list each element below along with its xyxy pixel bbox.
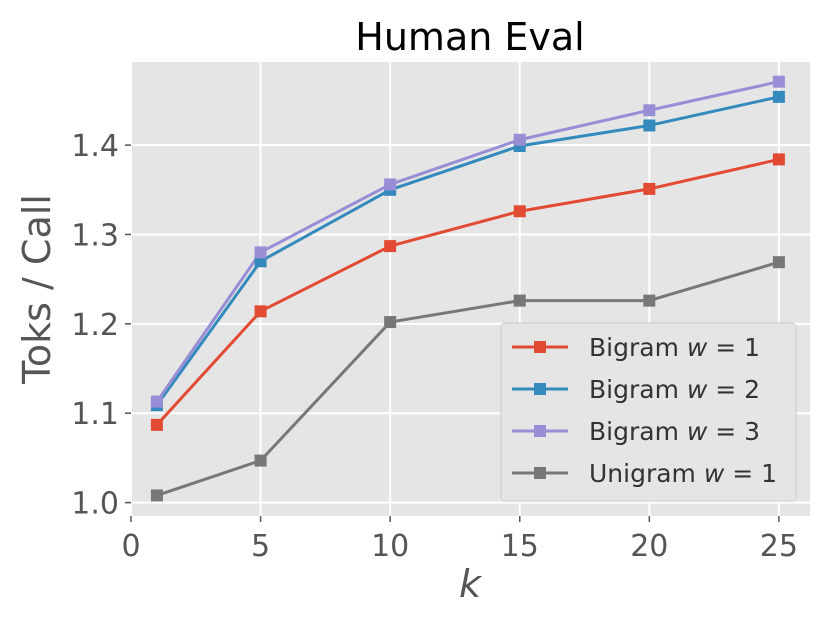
- data-point-s3-3: [513, 294, 526, 307]
- data-point-s0-4: [643, 182, 656, 195]
- series-line-2: [155, 80, 780, 403]
- gridlines: [130, 62, 810, 516]
- chart-title: Human Eval: [355, 15, 584, 59]
- legend-w-value: = 1: [707, 333, 760, 362]
- y-tick-label: 1.2: [71, 308, 119, 343]
- data-point-s0-3: [513, 205, 526, 218]
- data-point-s0-0: [150, 418, 163, 431]
- y-tick-label: 1.4: [71, 129, 119, 164]
- data-point-s2-2: [384, 178, 397, 191]
- data-point-s3-2: [384, 316, 397, 329]
- y-tick-label: 1.3: [71, 218, 119, 253]
- legend-w-symbol: w: [687, 333, 708, 362]
- x-tick-label: 10: [371, 529, 409, 564]
- data-point-s1-1: [254, 255, 267, 268]
- x-tick-label: 0: [121, 529, 140, 564]
- data-point-s0-2: [384, 240, 397, 253]
- data-point-s2-3: [513, 133, 526, 146]
- data-point-s3-0: [150, 489, 163, 502]
- y-tick-label: 1.0: [71, 487, 119, 522]
- series-line-1: [155, 95, 780, 407]
- legend-series-name: Bigram: [589, 417, 687, 446]
- data-point-s0-5: [772, 153, 785, 166]
- y-tick-label: 1.1: [71, 397, 119, 432]
- x-tick-label: 20: [630, 529, 668, 564]
- legend-marker: [534, 383, 546, 395]
- legend-marker: [534, 467, 546, 479]
- series-lines: [155, 80, 780, 497]
- data-point-s2-1: [254, 246, 267, 259]
- legend-box: [500, 322, 797, 502]
- data-point-s2-0: [150, 395, 163, 408]
- data-point-s3-4: [643, 294, 656, 307]
- data-point-s1-5: [772, 90, 785, 103]
- legend-w-value: = 2: [707, 375, 760, 404]
- data-point-s3-1: [254, 454, 267, 467]
- legend-series-name: Unigram: [589, 459, 704, 488]
- legend-label: Bigram w = 2: [589, 375, 760, 404]
- data-point-s2-4: [643, 104, 656, 117]
- y-axis-label: Toks / Call: [15, 194, 59, 385]
- legend-label: Bigram w = 3: [589, 417, 760, 446]
- legend-w-value: = 3: [707, 417, 760, 446]
- x-tick-label: 15: [501, 529, 539, 564]
- legend-marker: [534, 425, 546, 437]
- y-axis-ticks: 1.0 1.1 1.2 1.3 1.4: [71, 129, 131, 522]
- data-point-s0-1: [254, 305, 267, 318]
- x-axis-label: k: [459, 562, 483, 606]
- series-line-3: [156, 260, 780, 497]
- x-tick-label: 25: [760, 529, 798, 564]
- legend-w-value: = 1: [724, 459, 777, 488]
- data-point-s3-5: [772, 256, 785, 269]
- legend-label: Bigram w = 1: [589, 333, 760, 362]
- x-axis-ticks: 0 5 10 15 20 25: [121, 516, 798, 564]
- legend-w-symbol: w: [687, 375, 708, 404]
- legend-label: Unigram w = 1: [589, 459, 777, 488]
- series-line-0: [155, 157, 780, 426]
- legend-marker: [534, 341, 546, 353]
- legend-w-symbol: w: [687, 417, 708, 446]
- data-point-s1-4: [643, 119, 656, 132]
- legend-w-symbol: w: [704, 459, 725, 488]
- series-markers: [150, 75, 785, 502]
- legend-series-name: Bigram: [589, 375, 687, 404]
- legend-series-name: Bigram: [589, 333, 687, 362]
- data-point-s2-5: [772, 75, 785, 88]
- x-tick-label: 5: [251, 529, 270, 564]
